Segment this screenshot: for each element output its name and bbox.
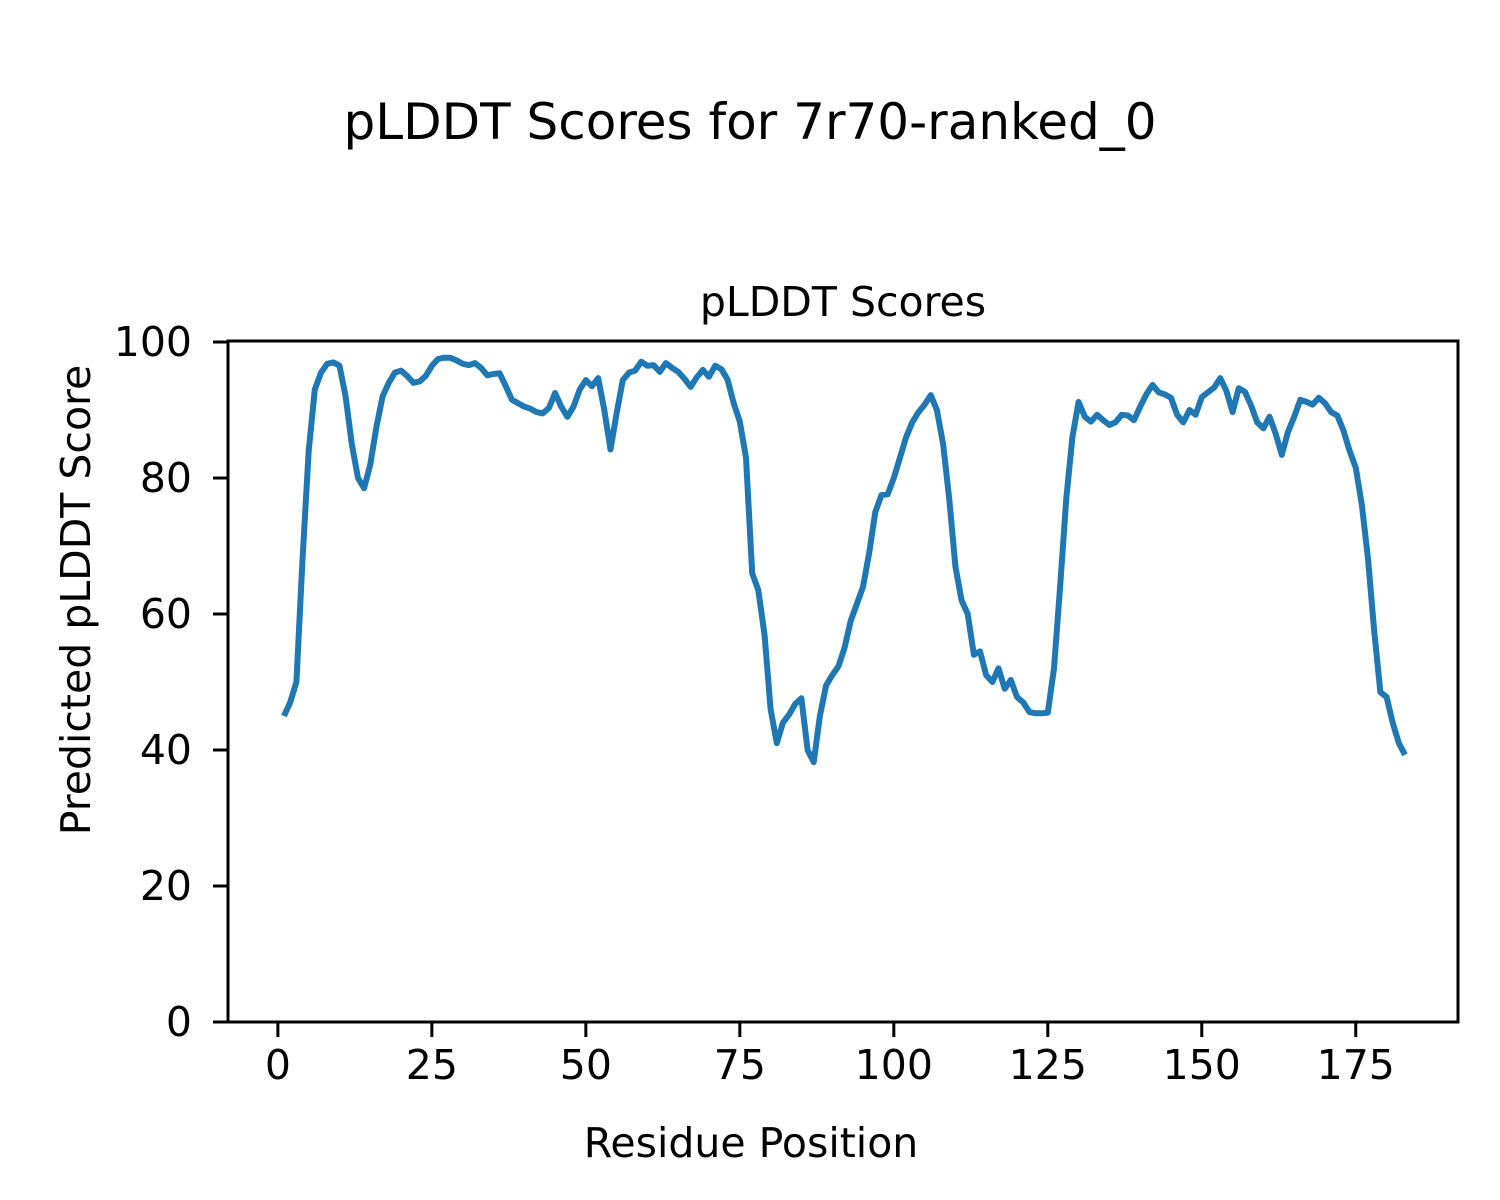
y-axis-label: Predicted pLDDT Score [52, 364, 100, 836]
y-tick-label: 40 [139, 726, 192, 774]
x-tick-label: 50 [559, 1041, 612, 1089]
axis-ticks [213, 340, 1358, 1037]
x-tick-label: 25 [405, 1041, 458, 1089]
y-tick-label: 20 [139, 862, 192, 910]
y-tick-label: 80 [139, 454, 192, 503]
y-tick-label: 100 [113, 318, 192, 367]
x-tick-label: 0 [264, 1041, 291, 1089]
x-tick-label: 175 [1316, 1041, 1395, 1089]
x-tick-label: 125 [1008, 1041, 1087, 1089]
x-axis-label: Residue Position [583, 1119, 919, 1167]
y-tick-label: 60 [139, 590, 192, 638]
figure-title: pLDDT Scores for 7r70-ranked_0 [343, 93, 1157, 151]
x-tick-label: 75 [713, 1041, 766, 1089]
y-tick-label: 0 [165, 998, 192, 1046]
plddt-line-series [281, 354, 1408, 766]
x-tick-label: 100 [854, 1041, 933, 1089]
x-tick-label: 150 [1162, 1041, 1241, 1089]
axes-frame [226, 339, 1460, 1024]
axes-title: pLDDT Scores [699, 278, 987, 326]
